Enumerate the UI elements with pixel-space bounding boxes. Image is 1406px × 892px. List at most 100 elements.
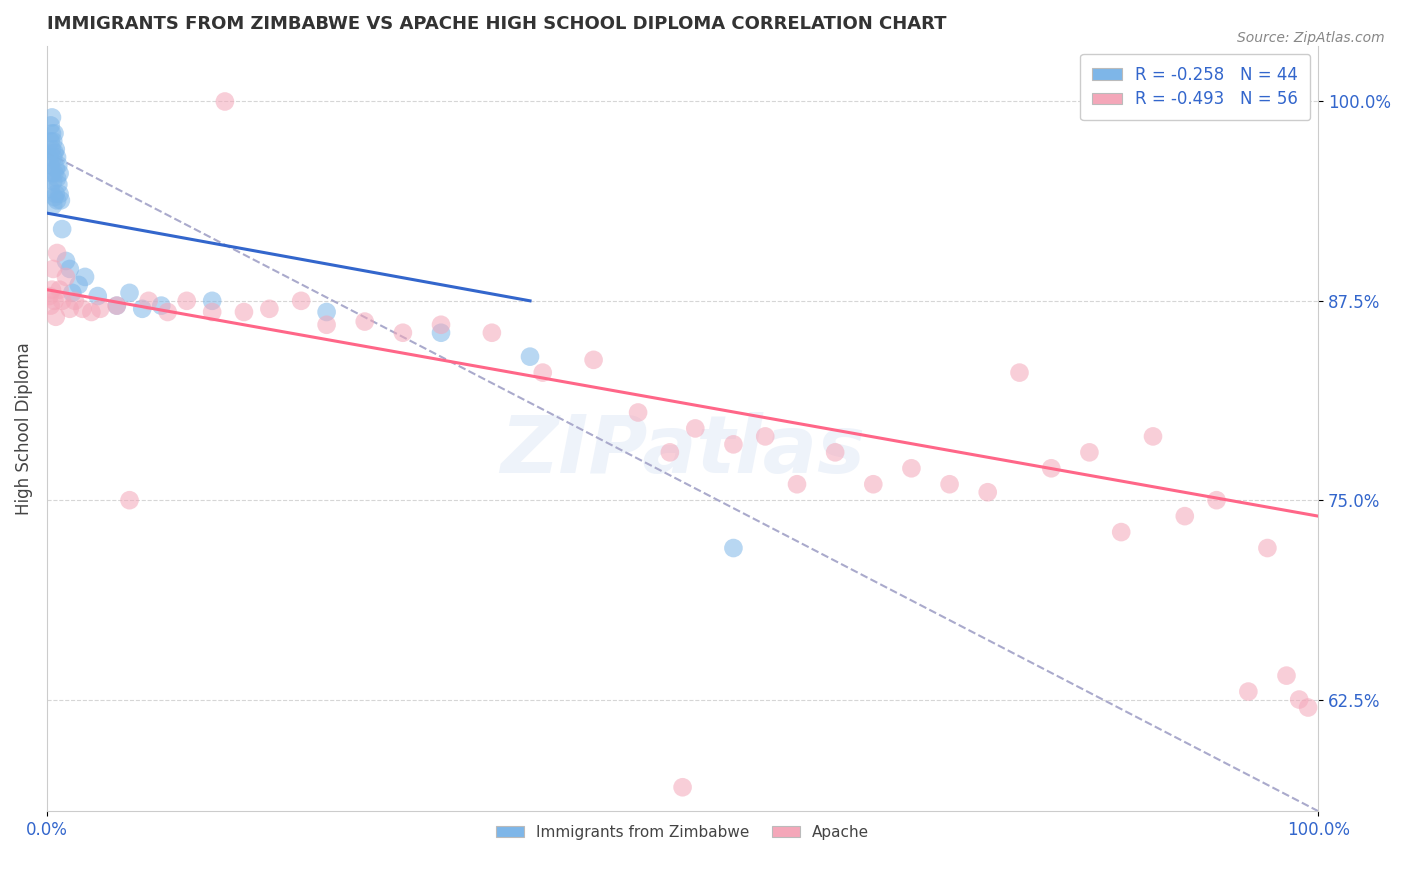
Point <box>392 326 415 340</box>
Point <box>72 301 94 316</box>
Point <box>87 289 110 303</box>
Point <box>39 182 62 196</box>
Point <box>862 477 884 491</box>
Point <box>1008 366 1031 380</box>
Point <box>1040 461 1063 475</box>
Point <box>46 171 69 186</box>
Point <box>44 190 66 204</box>
Point <box>55 254 77 268</box>
Point <box>38 289 60 303</box>
Text: Source: ZipAtlas.com: Source: ZipAtlas.com <box>1237 31 1385 45</box>
Point <box>46 178 69 192</box>
Point <box>44 127 66 141</box>
Point <box>1142 429 1164 443</box>
Point <box>42 262 65 277</box>
Point <box>671 780 693 795</box>
Point <box>45 186 67 201</box>
Point <box>60 285 83 300</box>
Point <box>51 222 73 236</box>
Legend: Immigrants from Zimbabwe, Apache: Immigrants from Zimbabwe, Apache <box>491 819 875 846</box>
Point <box>201 305 224 319</box>
Point <box>46 150 69 164</box>
Point <box>48 166 70 180</box>
Point <box>45 142 67 156</box>
Text: IMMIGRANTS FROM ZIMBABWE VS APACHE HIGH SCHOOL DIPLOMA CORRELATION CHART: IMMIGRANTS FROM ZIMBABWE VS APACHE HIGH … <box>46 15 946 33</box>
Point <box>39 158 62 172</box>
Point <box>1205 493 1227 508</box>
Point <box>73 269 96 284</box>
Point <box>1174 509 1197 524</box>
Point <box>42 150 65 164</box>
Point <box>105 299 128 313</box>
Point <box>1078 445 1101 459</box>
Point <box>150 299 173 313</box>
Point <box>89 301 111 316</box>
Point <box>430 318 453 332</box>
Point <box>259 301 281 316</box>
Point <box>41 142 63 156</box>
Point <box>80 305 103 319</box>
Point <box>49 194 72 208</box>
Point <box>531 366 554 380</box>
Point <box>786 477 808 491</box>
Point <box>45 161 67 176</box>
Point <box>41 127 63 141</box>
Point <box>38 150 60 164</box>
Point <box>1109 525 1132 540</box>
Point <box>39 134 62 148</box>
Point <box>48 283 70 297</box>
Point <box>315 318 337 332</box>
Point <box>41 166 63 180</box>
Point <box>44 166 66 180</box>
Point <box>59 262 82 277</box>
Point <box>51 293 73 308</box>
Point <box>723 541 745 555</box>
Point <box>977 485 1000 500</box>
Point <box>46 246 69 260</box>
Point <box>1237 684 1260 698</box>
Point <box>41 111 63 125</box>
Point <box>176 293 198 308</box>
Point <box>46 158 69 172</box>
Point <box>59 301 82 316</box>
Point <box>1288 692 1310 706</box>
Point <box>42 198 65 212</box>
Point <box>481 326 503 340</box>
Point <box>46 194 69 208</box>
Point <box>44 145 66 160</box>
Point <box>67 277 90 292</box>
Point <box>105 299 128 313</box>
Point <box>118 285 141 300</box>
Point <box>55 269 77 284</box>
Point <box>519 350 541 364</box>
Point <box>582 352 605 367</box>
Point <box>1296 700 1319 714</box>
Point <box>39 119 62 133</box>
Text: ZIPatlas: ZIPatlas <box>501 412 865 491</box>
Point <box>627 405 650 419</box>
Point <box>201 293 224 308</box>
Point <box>1256 541 1278 555</box>
Point <box>938 477 960 491</box>
Point <box>723 437 745 451</box>
Point <box>685 421 707 435</box>
Point <box>138 293 160 308</box>
Point <box>1275 668 1298 682</box>
Point <box>39 299 62 313</box>
Point <box>118 493 141 508</box>
Point <box>233 305 256 319</box>
Point <box>658 445 681 459</box>
Point <box>63 293 86 308</box>
Point <box>131 301 153 316</box>
Point <box>44 293 66 308</box>
Point <box>214 95 236 109</box>
Point <box>45 310 67 324</box>
Point <box>430 326 453 340</box>
Point <box>824 445 846 459</box>
Y-axis label: High School Diploma: High School Diploma <box>15 342 32 515</box>
Point <box>42 174 65 188</box>
Point <box>754 429 776 443</box>
Point <box>290 293 312 308</box>
Point <box>48 186 70 201</box>
Point <box>315 305 337 319</box>
